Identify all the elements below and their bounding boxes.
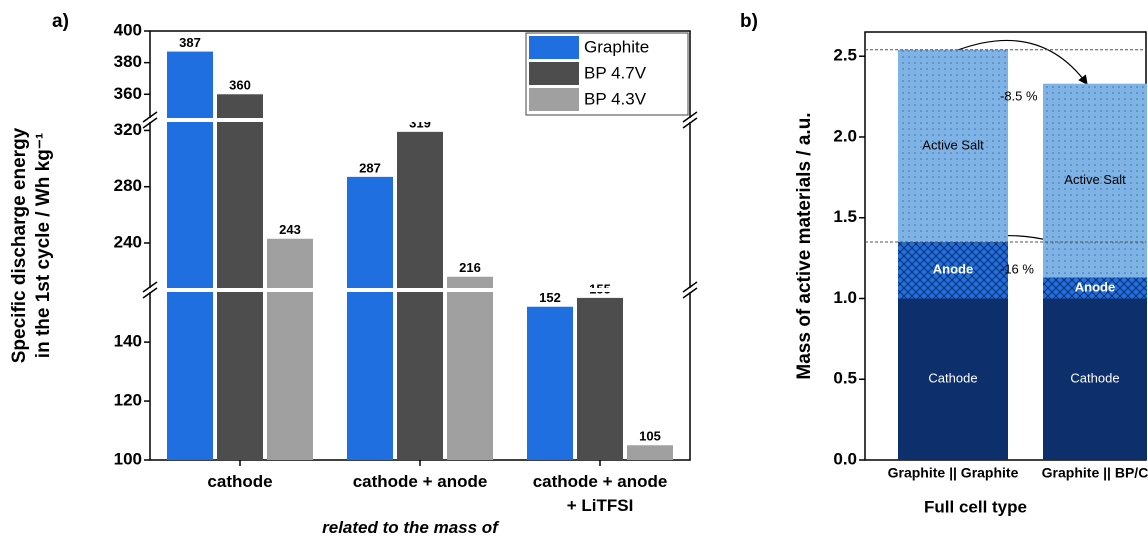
y-tick-label: 240 xyxy=(114,232,142,251)
value-label: 105 xyxy=(639,429,661,444)
value-label: 287 xyxy=(359,160,381,175)
value-label: 387 xyxy=(179,35,201,50)
arrow xyxy=(957,39,1088,85)
y-tick-label: 140 xyxy=(114,332,142,351)
bar-segment xyxy=(1043,298,1147,460)
panel-label: b) xyxy=(740,11,758,32)
bar xyxy=(447,276,493,460)
legend-swatch xyxy=(529,36,579,59)
y-tick-label: 0.0 xyxy=(833,449,857,468)
y-tick-label: 380 xyxy=(114,52,142,71)
break-mark xyxy=(682,117,698,129)
y-tick-label: 2.5 xyxy=(833,46,857,65)
axis-break xyxy=(147,118,693,122)
y-tick-label: 1.5 xyxy=(833,207,857,226)
x-tick-label: Graphite || Graphite xyxy=(888,465,1019,481)
break-mark xyxy=(142,287,158,299)
legend-swatch xyxy=(529,88,579,111)
bar-segment xyxy=(898,298,1008,460)
x-axis-label: related to the mass of xyxy=(322,518,498,537)
bar xyxy=(627,445,673,460)
y-axis-label: in the 1st cycle / Wh kg⁻¹ xyxy=(33,133,54,358)
segment-label: Active Salt xyxy=(1064,172,1126,187)
break-mark xyxy=(682,287,698,299)
y-tick-label: 360 xyxy=(114,84,142,103)
value-label: 243 xyxy=(279,222,301,237)
bar xyxy=(217,94,263,460)
x-tick-label: Graphite || BP/C xyxy=(1042,465,1148,481)
segment-label: Active Salt xyxy=(922,137,984,152)
value-label: 319 xyxy=(409,115,431,130)
y-tick-label: 1.0 xyxy=(833,288,857,307)
panel-label: a) xyxy=(52,11,69,32)
y-tick-label: 120 xyxy=(114,391,142,410)
annotation: -8.5 % xyxy=(1000,88,1038,103)
break-mark xyxy=(142,111,158,123)
value-label: 360 xyxy=(229,78,251,93)
bar xyxy=(347,176,393,460)
bar xyxy=(167,51,213,461)
legend-swatch xyxy=(529,62,579,85)
bar xyxy=(527,306,573,460)
annotation: -16 % xyxy=(1000,261,1034,276)
bar-segment xyxy=(898,241,1008,299)
y-tick-label: 100 xyxy=(114,449,142,468)
axis-break xyxy=(147,288,693,292)
segment-label: Cathode xyxy=(1070,371,1119,386)
bar xyxy=(267,238,313,460)
y-tick-label: 0.5 xyxy=(833,369,857,388)
segment-label: Anode xyxy=(1075,279,1115,294)
legend-label: Graphite xyxy=(584,37,649,56)
x-tick-label: cathode xyxy=(207,472,273,491)
bar-segment xyxy=(1043,277,1147,299)
bar-segment xyxy=(1043,83,1147,278)
value-label: 152 xyxy=(539,290,561,305)
legend-label: BP 4.7V xyxy=(584,63,647,82)
y-axis-label: Specific discharge energy xyxy=(9,127,30,363)
break-mark xyxy=(682,281,698,293)
segment-label: Cathode xyxy=(928,371,977,386)
y-tick-label: 2.0 xyxy=(833,126,857,145)
x-axis-label: Full cell type xyxy=(924,497,1027,516)
break-mark xyxy=(682,111,698,123)
break-mark xyxy=(142,117,158,129)
value-label: 216 xyxy=(459,260,481,275)
legend-label: BP 4.3V xyxy=(584,89,647,108)
x-tick-label: cathode + anode + LiTFSI xyxy=(532,472,668,515)
x-tick-label: cathode + anode xyxy=(352,472,488,491)
bar xyxy=(577,297,623,460)
y-tick-label: 320 xyxy=(114,120,142,139)
bar xyxy=(397,131,443,460)
bar-segment xyxy=(898,49,1008,242)
y-tick-label: 280 xyxy=(114,176,142,195)
y-axis-label: Mass of active materials / a.u. xyxy=(794,112,815,379)
segment-label: Anode xyxy=(933,262,973,277)
y-tick-label: 400 xyxy=(114,20,142,39)
break-mark xyxy=(142,281,158,293)
